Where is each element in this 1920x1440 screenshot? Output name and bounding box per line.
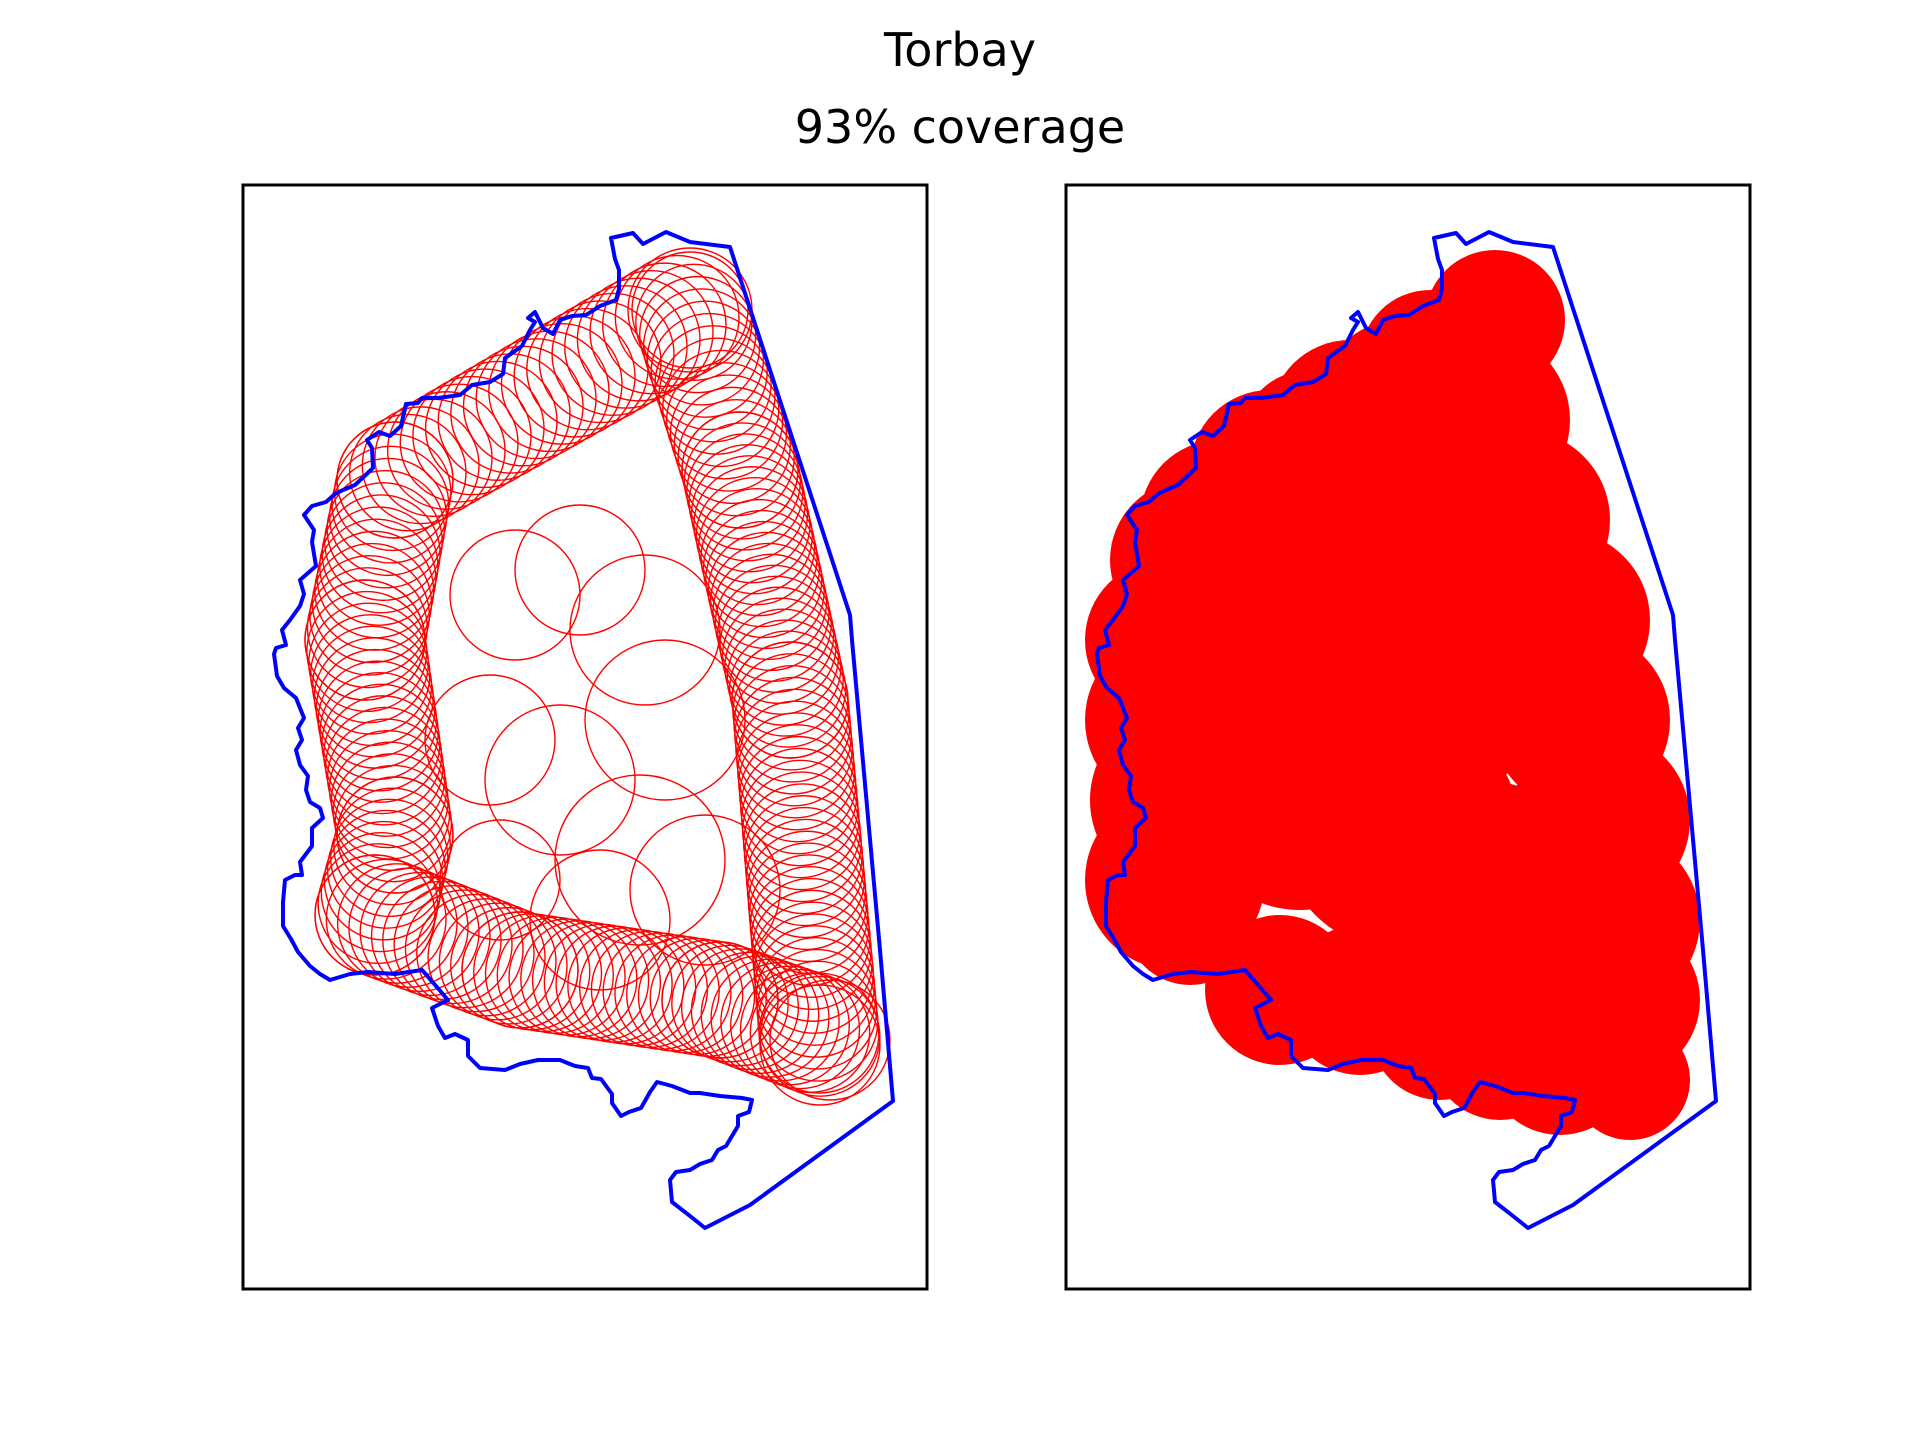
coverage-circle (370, 876, 491, 997)
coverage-circle (569, 554, 721, 706)
coverage-circle (439, 819, 561, 941)
coverage-circle (529, 849, 671, 991)
coverage-circle (306, 567, 428, 689)
coverage-circle (314, 854, 436, 976)
coverage-circle (412, 375, 532, 496)
coverage-circle (584, 639, 746, 801)
coverage-circle (484, 704, 636, 856)
coverage-circle (665, 362, 784, 480)
coverage-circle (635, 263, 753, 382)
figure-subtitle: 93% coverage (794, 100, 1126, 154)
coverage-circle (646, 300, 765, 418)
coverage-circle (669, 374, 788, 492)
figure-title: Torbay (884, 23, 1036, 77)
coverage-fill (1190, 690, 1410, 910)
coverage-circle (438, 902, 557, 1021)
coverage-circle (404, 889, 524, 1009)
coverage-circle (759, 984, 881, 1106)
coverage-circle (638, 275, 757, 394)
coverage-circle (658, 337, 776, 455)
coverage-circle (393, 884, 513, 1005)
coverage-circle (642, 288, 761, 406)
coverage-circle (359, 871, 480, 993)
coverage-circle (348, 867, 469, 988)
coverage-circle (424, 368, 545, 489)
coverage-circle (654, 325, 772, 443)
coverage-circle (326, 809, 446, 929)
region-boundary (1095, 230, 1718, 1230)
coverage-circle (336, 863, 458, 984)
coverage-circle (728, 630, 847, 748)
coverage-fill (1360, 780, 1600, 1020)
coverage-circle (449, 529, 581, 661)
coverage-circle (662, 349, 780, 468)
region-boundary (272, 230, 895, 1230)
panel-frame (241, 183, 929, 1291)
coverage-fill (1180, 520, 1420, 760)
coverage-circle (325, 858, 447, 980)
coverage-circle (631, 251, 749, 369)
coverage-circle (673, 386, 792, 505)
coverage-circle (449, 906, 568, 1025)
coverage-circle (416, 893, 535, 1013)
map-panel-right (1064, 183, 1752, 1291)
coverage-circle (554, 774, 726, 946)
coverage-circle (650, 312, 768, 431)
coverage-circle (629, 814, 781, 966)
coverage-circle (330, 798, 449, 918)
coverage-circle (427, 898, 546, 1017)
coverage-circle (336, 776, 454, 894)
map-panel-left (241, 183, 929, 1291)
coverage-circle (399, 383, 519, 503)
coverage-circle (769, 979, 891, 1101)
coverage-circle (739, 968, 861, 1090)
coverage-circle (424, 674, 556, 806)
coverage-circle (514, 504, 646, 636)
